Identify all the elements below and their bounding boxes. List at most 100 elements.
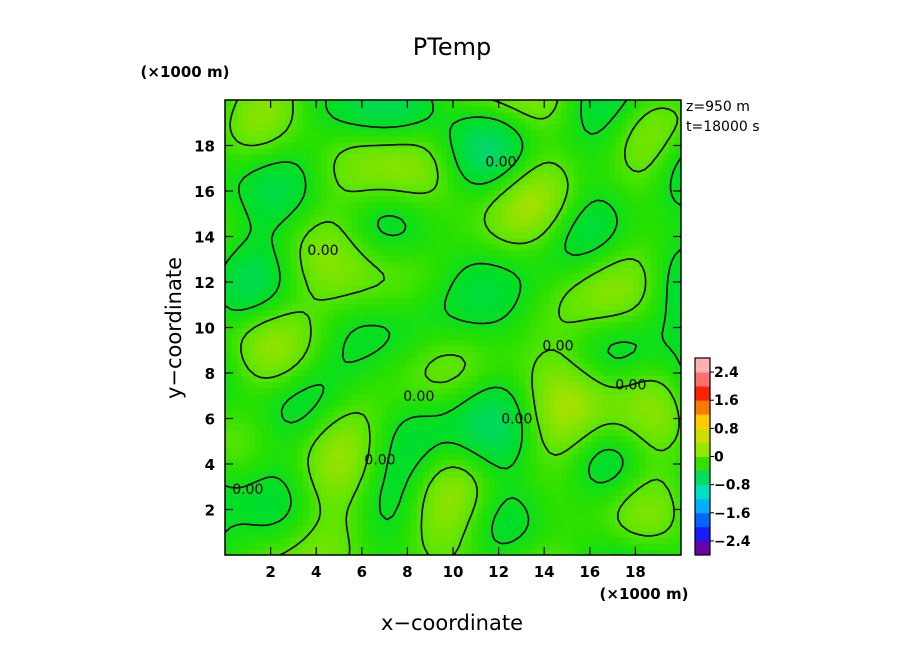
heatmap-cell — [237, 207, 244, 215]
heatmap-cell — [591, 255, 598, 263]
heatmap-cell — [669, 381, 676, 388]
heatmap-cell — [657, 267, 664, 275]
heatmap-cell — [543, 495, 550, 502]
heatmap-cell — [351, 477, 358, 484]
heatmap-cell — [279, 219, 286, 227]
heatmap-cell — [309, 171, 316, 179]
heatmap-cell — [429, 543, 436, 550]
heatmap-cell — [501, 267, 508, 275]
heatmap-cell — [237, 429, 244, 436]
heatmap-cell — [381, 195, 388, 203]
heatmap-cell — [435, 273, 442, 281]
heatmap-cell — [543, 435, 550, 442]
heatmap-cell — [675, 279, 681, 287]
heatmap-cell — [255, 219, 262, 227]
heatmap-cell — [561, 327, 568, 335]
heatmap-cell — [231, 333, 238, 341]
heatmap-cell — [621, 237, 628, 245]
heatmap-cell — [639, 183, 646, 191]
heatmap-cell — [447, 183, 454, 191]
heatmap-cell — [615, 423, 622, 430]
heatmap-cell — [525, 387, 532, 394]
heatmap-cell — [549, 225, 556, 233]
heatmap-cell — [285, 237, 292, 245]
heatmap-cell — [315, 531, 322, 538]
heatmap-cell — [519, 297, 526, 305]
heatmap-cell — [297, 519, 304, 526]
heatmap-cell — [507, 213, 514, 221]
heatmap-cell — [501, 357, 508, 365]
heatmap-cell — [315, 159, 322, 167]
heatmap-cell — [483, 543, 490, 550]
heatmap-cell — [543, 549, 550, 555]
heatmap-cell — [321, 477, 328, 484]
heatmap-cell — [585, 477, 592, 484]
heatmap-cell — [327, 177, 334, 185]
heatmap-cell — [387, 351, 394, 359]
heatmap-cell — [315, 363, 322, 371]
heatmap-cell — [561, 267, 568, 275]
heatmap-cell — [675, 237, 681, 245]
heatmap-cell — [525, 225, 532, 233]
heatmap-cell — [267, 255, 274, 263]
heatmap-cell — [591, 333, 598, 341]
heatmap-cell — [447, 339, 454, 347]
heatmap-cell — [243, 303, 250, 311]
heatmap-cell — [579, 429, 586, 436]
heatmap-cell — [339, 285, 346, 293]
heatmap-cell — [531, 417, 538, 424]
heatmap-cell — [507, 309, 514, 317]
heatmap-cell — [459, 489, 466, 496]
heatmap-cell — [621, 279, 628, 287]
heatmap-cell — [297, 417, 304, 424]
heatmap-cell — [375, 297, 382, 305]
heatmap-cell — [369, 249, 376, 257]
heatmap-cell — [345, 237, 352, 245]
heatmap-cell — [357, 159, 364, 167]
heatmap-cell — [315, 165, 322, 173]
heatmap-cell — [237, 309, 244, 317]
heatmap-cell — [375, 273, 382, 281]
heatmap-cell — [345, 177, 352, 185]
heatmap-cell — [471, 159, 478, 167]
heatmap-cell — [645, 165, 652, 173]
heatmap-cell — [633, 543, 640, 550]
heatmap-cell — [297, 237, 304, 245]
heatmap-cell — [231, 171, 238, 179]
heatmap-cell — [339, 159, 346, 167]
heatmap-cell — [231, 207, 238, 215]
heatmap-cell — [477, 249, 484, 257]
heatmap-cell — [417, 297, 424, 305]
heatmap-cell — [621, 483, 628, 490]
heatmap-cell — [597, 243, 604, 251]
heatmap-cell — [369, 303, 376, 311]
heatmap-cell — [603, 387, 610, 394]
heatmap-cell — [549, 543, 556, 550]
heatmap-cell — [447, 531, 454, 538]
heatmap-cell — [537, 387, 544, 394]
heatmap-cell — [657, 357, 664, 365]
heatmap-cell — [435, 465, 442, 472]
heatmap-cell — [621, 261, 628, 269]
heatmap-cell — [291, 231, 298, 239]
heatmap-cell — [567, 435, 574, 442]
heatmap-cell — [465, 303, 472, 311]
heatmap-cell — [231, 261, 238, 269]
heatmap-cell — [303, 471, 310, 478]
heatmap-cell — [597, 381, 604, 388]
heatmap-cell — [285, 483, 292, 490]
heatmap-cell — [525, 291, 532, 299]
heatmap-cell — [615, 195, 622, 203]
heatmap-cell — [603, 219, 610, 227]
heatmap-cell — [645, 249, 652, 257]
heatmap-cell — [357, 549, 364, 555]
heatmap-cell — [639, 477, 646, 484]
heatmap-cell — [393, 405, 400, 412]
heatmap-cell — [597, 189, 604, 197]
heatmap-cell — [249, 219, 256, 227]
heatmap-cell — [423, 303, 430, 311]
heatmap-cell — [375, 249, 382, 257]
heatmap-cell — [303, 327, 310, 335]
heatmap-cell — [351, 273, 358, 281]
heatmap-cell — [645, 459, 652, 466]
